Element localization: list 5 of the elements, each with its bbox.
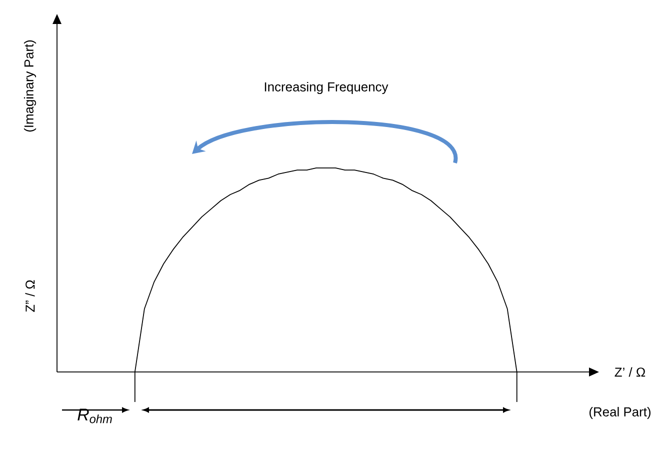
text: Increasing Frequency — [264, 82, 388, 94]
text: Z’ / Ω — [614, 367, 646, 377]
text: Z” / Ω — [25, 280, 35, 312]
text: (Imaginary Part) — [24, 40, 36, 132]
text: (Real Part) — [589, 406, 650, 420]
